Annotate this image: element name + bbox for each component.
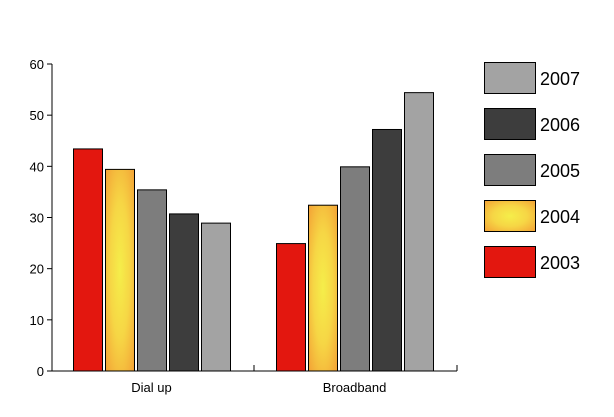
y-tick-label: 60 xyxy=(30,57,44,72)
legend-swatch-2005 xyxy=(484,154,536,186)
bar-2005-dial-up xyxy=(137,189,167,372)
bars xyxy=(73,92,434,372)
bar-2006-broadband xyxy=(372,128,402,372)
category-label: Dial up xyxy=(131,380,171,395)
legend-label-2003: 2003 xyxy=(540,253,580,273)
bar-2003-dial-up xyxy=(73,148,103,372)
y-tick-label: 0 xyxy=(37,364,44,379)
legend-swatch-2007 xyxy=(484,62,536,94)
legend-swatch-2004 xyxy=(484,200,536,232)
bar-2005-broadband xyxy=(340,166,370,372)
bar-2003-broadband xyxy=(276,243,306,372)
y-tick-label: 10 xyxy=(30,313,44,328)
legend-swatch-2003 xyxy=(484,246,536,278)
category-label: Broadband xyxy=(323,380,387,395)
y-tick-label: 40 xyxy=(30,159,44,174)
legend: 2007 2006 2005 2004 2003 xyxy=(484,62,580,278)
bar-2004-dial-up xyxy=(105,168,135,372)
bar-2004-broadband xyxy=(308,204,338,372)
legend-label-2005: 2005 xyxy=(540,161,580,181)
legend-label-2007: 2007 xyxy=(540,69,580,89)
legend-label-2004: 2004 xyxy=(540,207,580,227)
legend-swatch-2006 xyxy=(484,108,536,140)
bar-2007-dial-up xyxy=(201,222,231,372)
category-labels: Dial up Broadband xyxy=(131,380,386,395)
y-tick-label: 50 xyxy=(30,108,44,123)
bar-2007-broadband xyxy=(404,92,434,372)
legend-label-2006: 2006 xyxy=(540,115,580,135)
y-tick-label: 20 xyxy=(30,262,44,277)
bar-2006-dial-up xyxy=(169,213,199,372)
x-ticks xyxy=(51,365,458,371)
y-tick-label: 30 xyxy=(30,211,44,226)
y-ticks: 0 10 20 30 40 50 60 xyxy=(30,57,52,379)
